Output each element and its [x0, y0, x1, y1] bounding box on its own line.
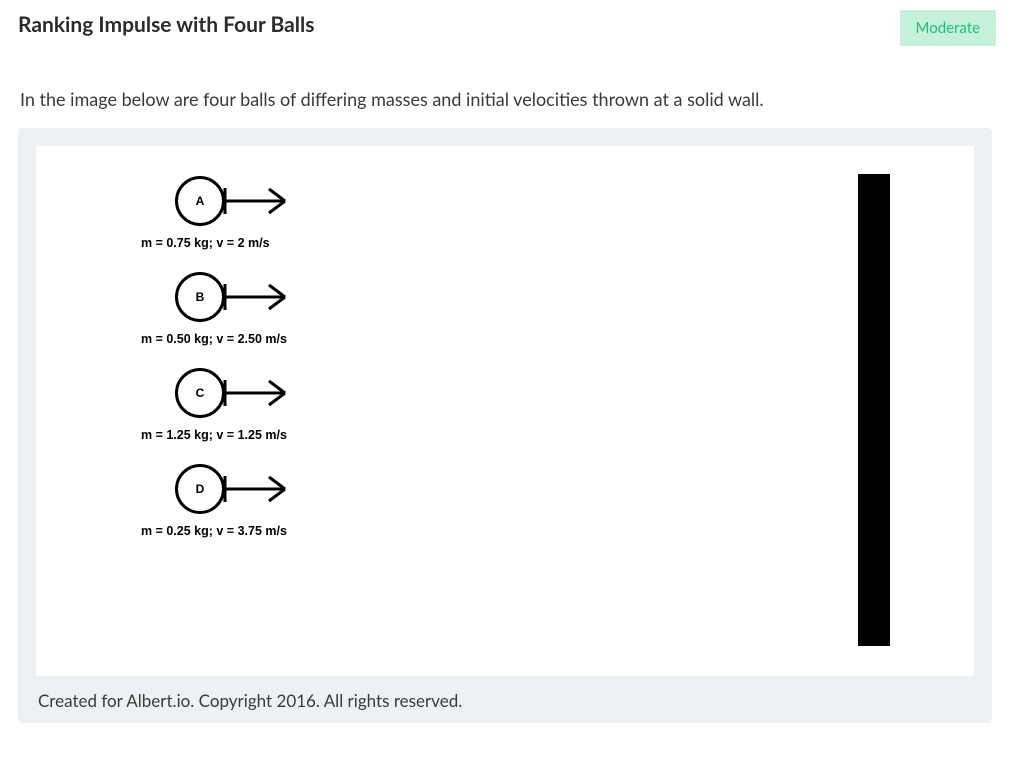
ball-label: m = 0.75 kg; v = 2 m/s: [141, 236, 401, 250]
ball-group-d: Dm = 0.25 kg; v = 3.75 m/s: [141, 464, 401, 538]
arrow-right-icon: [223, 176, 301, 226]
figure-frame: Am = 0.75 kg; v = 2 m/s Bm = 0.50 kg; v =…: [18, 128, 992, 723]
intro-text: In the image below are four balls of dif…: [20, 88, 1006, 110]
difficulty-badge: Moderate: [900, 10, 996, 46]
ball-label: m = 0.50 kg; v = 2.50 m/s: [141, 332, 401, 346]
page-title: Ranking Impulse with Four Balls: [18, 12, 314, 37]
ball-row: B: [141, 272, 401, 322]
ball-label: m = 0.25 kg; v = 3.75 m/s: [141, 524, 401, 538]
ball-circle: A: [175, 176, 225, 226]
ball-row: D: [141, 464, 401, 514]
ball-group-c: Cm = 1.25 kg; v = 1.25 m/s: [141, 368, 401, 442]
ball-circle: B: [175, 272, 225, 322]
arrow-right-icon: [223, 464, 301, 514]
wall-rect: [858, 174, 890, 646]
ball-group-a: Am = 0.75 kg; v = 2 m/s: [141, 176, 401, 250]
ball-group-b: Bm = 0.50 kg; v = 2.50 m/s: [141, 272, 401, 346]
figure-caption: Created for Albert.io. Copyright 2016. A…: [38, 690, 974, 711]
ball-row: C: [141, 368, 401, 418]
ball-label: m = 1.25 kg; v = 1.25 m/s: [141, 428, 401, 442]
ball-circle: D: [175, 464, 225, 514]
arrow-right-icon: [223, 272, 301, 322]
figure-canvas: Am = 0.75 kg; v = 2 m/s Bm = 0.50 kg; v =…: [36, 146, 974, 676]
ball-row: A: [141, 176, 401, 226]
ball-circle: C: [175, 368, 225, 418]
arrow-right-icon: [223, 368, 301, 418]
